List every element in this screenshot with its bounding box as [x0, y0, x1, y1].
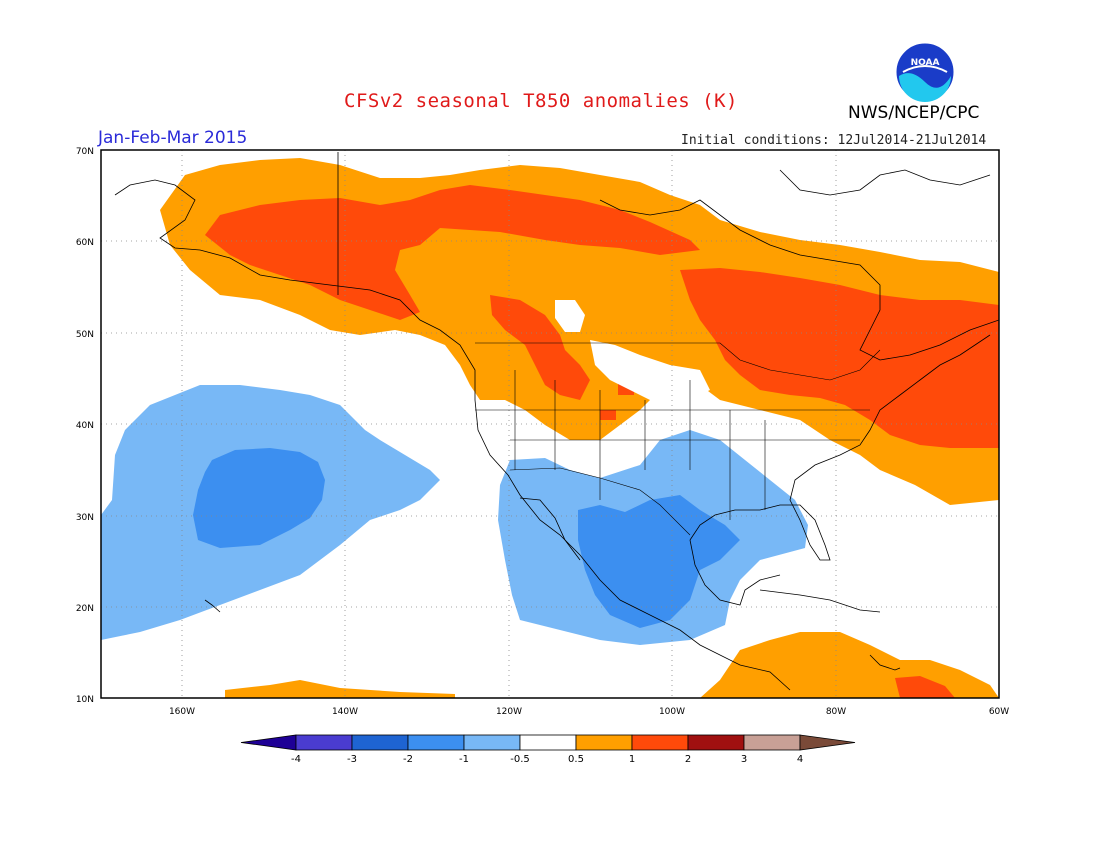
forecast-period: Jan-Feb-Mar 2015 — [98, 128, 248, 148]
warm-spot-plains-2 — [600, 410, 616, 420]
warm-pacific-south — [225, 680, 455, 698]
chart-title: CFSv2 seasonal T850 anomalies (K) — [344, 90, 738, 112]
cool-pacific-core — [193, 448, 325, 548]
map-frame — [100, 149, 1000, 699]
lat-label: 50N — [76, 330, 94, 340]
lon-label: 80W — [826, 707, 846, 717]
lat-label: 40N — [76, 421, 94, 431]
longitude-labels: 160W 140W 120W 100W 80W 60W — [169, 707, 1009, 717]
neutral-hole-1 — [555, 300, 585, 332]
noaa-logo: NOAA — [895, 42, 955, 102]
lat-label: 60N — [76, 238, 94, 248]
lon-label: 100W — [659, 707, 685, 717]
logo-text: NOAA — [911, 58, 940, 68]
lat-label: 30N — [76, 513, 94, 523]
coastlines — [114, 152, 999, 691]
lon-label: 60W — [989, 707, 1009, 717]
lon-label: 140W — [332, 707, 358, 717]
lon-label: 160W — [169, 707, 195, 717]
warm-caribbean — [700, 632, 999, 698]
political-borders — [475, 342, 881, 536]
lon-label: 120W — [496, 707, 522, 717]
warm-core-interior — [490, 295, 590, 400]
lat-label: 10N — [76, 695, 94, 705]
cool-mexico-core — [578, 495, 740, 628]
latitude-labels: 10N 20N 30N 40N 50N 60N 70N — [76, 147, 94, 705]
initial-conditions: Initial conditions: 12Jul2014-21Jul2014 — [681, 133, 987, 148]
warm-caribbean-core — [895, 676, 955, 698]
organization-label: NWS/NCEP/CPC — [848, 103, 980, 123]
lat-label: 20N — [76, 604, 94, 614]
warm-core-west — [205, 185, 700, 320]
lat-label: 70N — [76, 147, 94, 157]
neutral-hole-2 — [590, 340, 710, 405]
anomaly-field — [101, 158, 999, 698]
warm-core-east — [680, 268, 999, 448]
